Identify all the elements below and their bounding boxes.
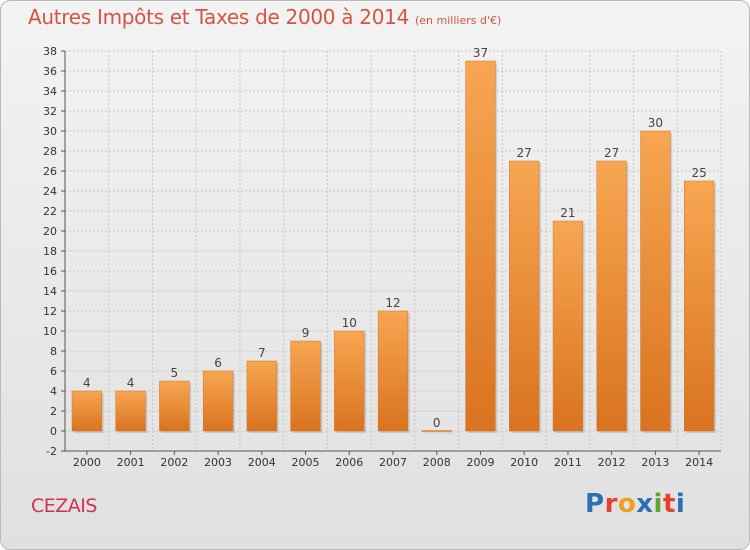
value-label: 9 bbox=[302, 326, 310, 340]
bar-2014 bbox=[684, 180, 715, 432]
value-label: 27 bbox=[517, 146, 532, 160]
y-tick-label: 34 bbox=[43, 85, 57, 98]
x-tick-label: 2014 bbox=[685, 456, 713, 469]
y-tick-label: 38 bbox=[43, 45, 57, 58]
x-tick-label: 2008 bbox=[423, 456, 451, 469]
value-label: 10 bbox=[342, 316, 357, 330]
x-tick-label: 2005 bbox=[292, 456, 320, 469]
y-tick-label: 20 bbox=[43, 225, 57, 238]
y-tick-label: 22 bbox=[43, 205, 57, 218]
y-tick-label: 4 bbox=[50, 385, 57, 398]
y-tick-label: 6 bbox=[50, 365, 57, 378]
bar-2010 bbox=[509, 160, 540, 432]
bars bbox=[71, 60, 717, 434]
x-tick-label: 2013 bbox=[641, 456, 669, 469]
bar-2001 bbox=[115, 390, 146, 432]
y-tick-label: 16 bbox=[43, 265, 57, 278]
value-label: 12 bbox=[385, 296, 400, 310]
bar-2013 bbox=[640, 130, 671, 432]
y-tick-label: 36 bbox=[43, 65, 57, 78]
y-tick-label: 18 bbox=[43, 245, 57, 258]
value-label: 37 bbox=[473, 46, 488, 60]
y-tick-label: 14 bbox=[43, 285, 57, 298]
logo-letter: i bbox=[653, 489, 663, 519]
value-label: 30 bbox=[648, 116, 663, 130]
logo-letter: t bbox=[662, 489, 676, 519]
y-tick-label: 10 bbox=[43, 325, 57, 338]
x-tick-label: 2003 bbox=[204, 456, 232, 469]
logo-letter: o bbox=[617, 489, 637, 519]
axes bbox=[61, 50, 721, 455]
bar-2004 bbox=[246, 360, 277, 432]
y-tick-label: 8 bbox=[50, 345, 57, 358]
value-label: 27 bbox=[604, 146, 619, 160]
x-tick-label: 2006 bbox=[335, 456, 363, 469]
proxiti-logo: Proxiti bbox=[585, 489, 685, 519]
y-tick-label: 12 bbox=[43, 305, 57, 318]
y-tick-label: 32 bbox=[43, 105, 57, 118]
logo-letter: i bbox=[675, 489, 686, 519]
y-tick-label: 26 bbox=[43, 165, 57, 178]
chart-subtitle: (en milliers d'€) bbox=[415, 14, 502, 27]
value-label: 4 bbox=[83, 376, 91, 390]
y-tick-label: 28 bbox=[43, 145, 57, 158]
y-tick-label: -2 bbox=[46, 445, 57, 458]
bar-2006 bbox=[334, 330, 365, 432]
y-tick-label: 30 bbox=[43, 125, 57, 138]
x-tick-label: 2010 bbox=[510, 456, 538, 469]
y-tick-label: 0 bbox=[50, 425, 57, 438]
value-label: 6 bbox=[214, 356, 222, 370]
value-labels: 4 4 5 6 7 9 10 12 0 37 27 21 27 30 25 bbox=[83, 46, 707, 430]
bar-shadow bbox=[423, 432, 454, 434]
value-label: 7 bbox=[258, 346, 266, 360]
value-label: 5 bbox=[171, 366, 179, 380]
x-tick-label: 2002 bbox=[160, 456, 188, 469]
x-tick-label: 2000 bbox=[73, 456, 101, 469]
bar-2002 bbox=[159, 380, 190, 432]
x-tick-label: 2004 bbox=[248, 456, 276, 469]
value-label: 21 bbox=[560, 206, 575, 220]
logo-letter: x bbox=[636, 489, 654, 519]
y-tick-label: 2 bbox=[50, 405, 57, 418]
x-tick-label: 2007 bbox=[379, 456, 407, 469]
bar-2005 bbox=[290, 340, 321, 432]
x-tick-labels: 2000 2001 2002 2003 2004 2005 2006 2007 2008 2009… bbox=[73, 456, 713, 469]
logo-letter: P bbox=[585, 489, 605, 519]
x-tick-label: 2001 bbox=[117, 456, 145, 469]
bar-2009 bbox=[465, 60, 496, 432]
x-tick-label: 2011 bbox=[554, 456, 582, 469]
bar-2011 bbox=[552, 220, 584, 432]
y-tick-label: 24 bbox=[43, 185, 57, 198]
commune-name: CEZAIS bbox=[31, 495, 97, 517]
value-label: 4 bbox=[127, 376, 135, 390]
x-tick-label: 2009 bbox=[466, 456, 494, 469]
bar-2008 bbox=[421, 430, 452, 432]
bar-2012 bbox=[596, 160, 627, 432]
bar-2003 bbox=[202, 370, 234, 432]
bar-2007 bbox=[377, 310, 409, 432]
bar-2000 bbox=[71, 390, 102, 432]
x-tick-label: 2012 bbox=[598, 456, 626, 469]
logo-letter: r bbox=[604, 489, 618, 519]
value-label: 0 bbox=[433, 416, 441, 430]
value-label: 25 bbox=[691, 166, 706, 180]
chart-title: Autres Impôts et Taxes de 2000 à 2014 bbox=[28, 5, 409, 29]
chart-title-block: Autres Impôts et Taxes de 2000 à 2014 (en… bbox=[28, 5, 501, 29]
